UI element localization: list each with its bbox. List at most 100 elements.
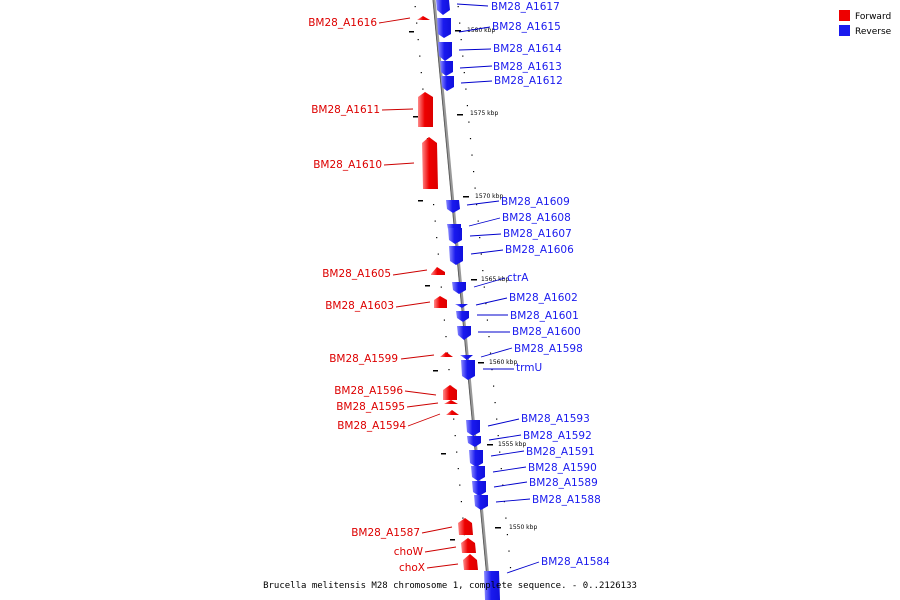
tick-dot: [465, 88, 467, 90]
gene-label[interactable]: BM28_A1609: [501, 196, 570, 208]
tick-dot: [433, 204, 435, 206]
gene-label[interactable]: BM28_A1605: [322, 268, 391, 280]
gene-label[interactable]: BM28_A1610: [313, 159, 382, 171]
gene-feature-bm28-a1594[interactable]: [446, 410, 459, 415]
gene-label[interactable]: BM28_A1616: [308, 17, 377, 29]
gene-feature-bm28-a1592[interactable]: [467, 436, 481, 447]
tick-dot: [453, 418, 455, 420]
tick-dot: [457, 468, 459, 470]
tick-dot: [477, 220, 479, 222]
gene-label[interactable]: BM28_A1587: [351, 527, 420, 539]
gene-label[interactable]: BM28_A1592: [523, 430, 592, 442]
gene-label[interactable]: BM28_A1601: [510, 310, 579, 322]
tick-dot: [488, 336, 490, 338]
gene-feature-bm28-a1590[interactable]: [471, 466, 485, 481]
gene-label[interactable]: BM28_A1614: [493, 43, 562, 55]
gene-feature-bm28-a1596[interactable]: [443, 385, 457, 400]
gene-label[interactable]: BM28_A1608: [502, 212, 571, 224]
tick-dot: [500, 468, 502, 470]
tick-dot: [469, 138, 472, 140]
gene-label[interactable]: choW: [394, 546, 424, 558]
tick-dot: [505, 517, 507, 519]
gene-label[interactable]: BM28_A1600: [512, 326, 581, 338]
gene-label[interactable]: BM28_A1602: [509, 292, 578, 304]
gene-feature-bm28-a1616[interactable]: [417, 16, 430, 20]
gene-label[interactable]: BM28_A1591: [526, 446, 595, 458]
tick-dot: [457, 6, 459, 8]
kbp-label: 1560 kbp: [489, 359, 517, 366]
gene-feature-bm28-a1593[interactable]: [466, 420, 480, 436]
gene-feature-bm28-a1588[interactable]: [474, 495, 488, 510]
gene-feature-bm28-a1601[interactable]: [456, 311, 469, 322]
gene-label[interactable]: BM28_A1607: [503, 228, 572, 240]
gene-feature-bm28-a1603[interactable]: [434, 296, 447, 308]
gene-label[interactable]: BM28_A1596: [334, 385, 403, 397]
gene-label[interactable]: choX: [399, 562, 425, 574]
gene-label[interactable]: BM28_A1584: [541, 556, 610, 568]
gene-label[interactable]: BM28_A1590: [528, 462, 597, 474]
tick-dot: [474, 187, 476, 189]
legend-reverse-label: Reverse: [855, 27, 892, 37]
gene-label[interactable]: BM28_A1594: [337, 420, 406, 432]
gene-label[interactable]: BM28_A1599: [329, 353, 398, 365]
tick-dot: [491, 369, 493, 371]
gene-feature-bm28-a1612[interactable]: [441, 76, 454, 91]
gene-feature-bm28-a1605[interactable]: [431, 267, 445, 275]
gene-feature-bm28-a1613[interactable]: [440, 61, 453, 76]
gene-feature-bm28-a1600[interactable]: [457, 326, 471, 340]
gene-label[interactable]: BM28_A1589: [529, 477, 598, 489]
gene-feature-bm28-a1617[interactable]: [436, 0, 450, 15]
kbp-scale: 1580 kbp 1575 kbp 1570 kbp 1565 kbp 1560…: [455, 27, 537, 531]
gene-feature-bm28-a1611[interactable]: [418, 92, 433, 127]
genes-layer: [417, 0, 500, 600]
gene-feature-bm28-a1615[interactable]: [437, 18, 451, 38]
gene-feature-ctra[interactable]: [452, 282, 466, 294]
gene-label[interactable]: BM28_A1613: [493, 61, 562, 73]
gene-feature-bm28-a1589[interactable]: [472, 481, 486, 496]
gene-feature-bm28-a1602[interactable]: [455, 304, 468, 308]
tick-dot: [466, 105, 468, 107]
gene-label[interactable]: BM28_A1588: [532, 494, 601, 506]
gene-feature-bm28-a1609[interactable]: [446, 200, 460, 213]
gene-feature-bm28-a1606[interactable]: [449, 246, 463, 265]
gene-label[interactable]: BM28_A1612: [494, 75, 563, 87]
gene-feature-trmu[interactable]: [461, 360, 475, 380]
gene-feature-bm28-a1587[interactable]: [458, 518, 473, 535]
tick-dot: [454, 435, 456, 437]
gene-feature-bm28-a1614[interactable]: [438, 42, 452, 61]
gene-label[interactable]: BM28_A1615: [492, 21, 561, 33]
tick-dot: [436, 237, 438, 239]
tick-dot: [445, 336, 447, 338]
gene-label[interactable]: BM28_A1598: [514, 343, 583, 355]
gene-label[interactable]: BM28_A1595: [336, 401, 405, 413]
gene-feature-bm28-a1584[interactable]: [484, 571, 500, 600]
gene-feature-chox[interactable]: [463, 554, 478, 570]
tick-dot: [460, 501, 462, 503]
gene-label[interactable]: BM28_A1603: [325, 300, 394, 312]
tick-dot: [496, 418, 498, 420]
tick-dot: [463, 72, 465, 74]
tick-dot: [456, 451, 458, 453]
gene-feature-bm28-a1607[interactable]: [448, 228, 462, 244]
gene-feature-bm28-a1598[interactable]: [460, 355, 473, 360]
tick-dot: [499, 451, 501, 453]
gene-feature-bm28-a1595[interactable]: [444, 400, 458, 404]
tick-dot: [443, 319, 445, 321]
gene-label[interactable]: BM28_A1617: [491, 1, 560, 13]
tick-dot: [486, 319, 488, 321]
tick-dot: [479, 237, 481, 239]
gene-label[interactable]: ctrA: [507, 272, 529, 284]
gene-feature-bm28-a1599[interactable]: [440, 352, 453, 357]
gene-label[interactable]: BM28_A1611: [311, 104, 380, 116]
gene-feature-bm28-a1591[interactable]: [469, 450, 483, 467]
tick-dot: [434, 220, 436, 222]
gene-label[interactable]: trmU: [516, 362, 542, 374]
gene-feature-chow[interactable]: [461, 538, 476, 553]
tick-dot: [462, 55, 464, 57]
kbp-label: 1555 kbp: [498, 441, 526, 448]
gene-feature-bm28-a1610[interactable]: [422, 137, 438, 189]
gene-label[interactable]: BM28_A1606: [505, 244, 574, 256]
gene-label[interactable]: BM28_A1593: [521, 413, 590, 425]
tick-dot: [420, 72, 422, 74]
